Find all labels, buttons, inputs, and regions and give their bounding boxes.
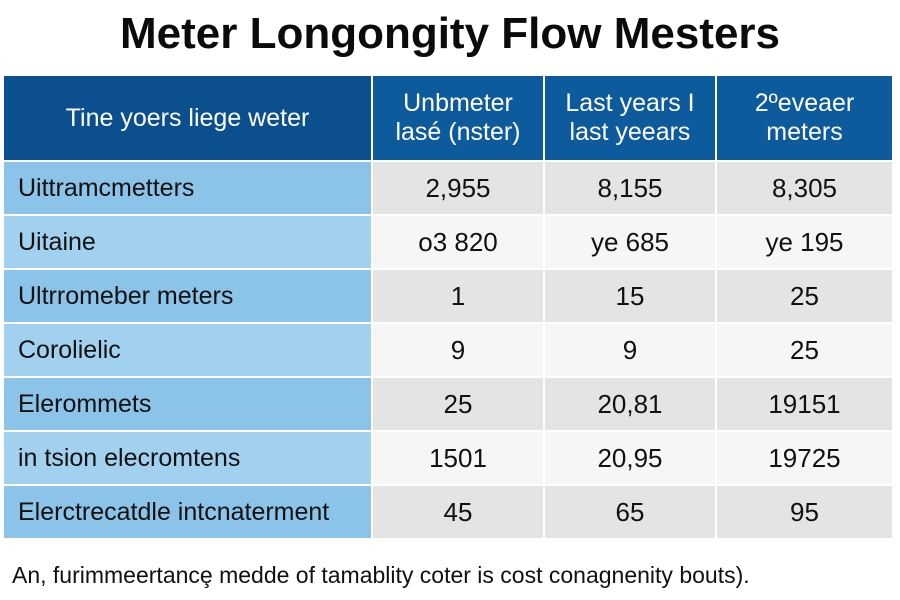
- table-cell: 9: [544, 323, 717, 378]
- table-row: Uittramcmetters 2,955 8,155 8,305: [4, 161, 892, 216]
- table-cell: ye 685: [544, 215, 717, 270]
- table-cell: 1501: [372, 431, 545, 486]
- table-row: Elerctrecatdle intcnaterment 45 65 95: [4, 485, 892, 540]
- table-row: Uitaine o3 820 ye 685 ye 195: [4, 215, 892, 270]
- table-cell: 8,305: [716, 161, 892, 216]
- column-header-3: 2ºeveaer meters: [716, 76, 892, 161]
- table-cell: 9: [372, 323, 545, 378]
- data-table: Tine yoers liege weter Unbmeter lasé (ns…: [4, 76, 892, 540]
- table-cell: 19725: [716, 431, 892, 486]
- table-cell: 25: [716, 323, 892, 378]
- header-row: Tine yoers liege weter Unbmeter lasé (ns…: [4, 76, 892, 161]
- table-row: Elerommets 25 20,81 19151: [4, 377, 892, 432]
- row-label: Corolielic: [4, 323, 373, 378]
- table-cell: 19151: [716, 377, 892, 432]
- column-header-2: Last years I last yeears: [544, 76, 717, 161]
- column-header-1: Unbmeter lasé (nster): [372, 76, 545, 161]
- table-cell: 25: [716, 269, 892, 324]
- table-cell: 15: [544, 269, 717, 324]
- table-cell: 20,81: [544, 377, 717, 432]
- table-cell: o3 820: [372, 215, 545, 270]
- table-row: Corolielic 9 9 25: [4, 323, 892, 378]
- row-label: in tsion elecromtens: [4, 431, 373, 486]
- table-cell: 25: [372, 377, 545, 432]
- row-label: Uitaine: [4, 215, 373, 270]
- table-cell: 45: [372, 485, 545, 540]
- table-cell: 65: [544, 485, 717, 540]
- row-label: Ultrromeber meters: [4, 269, 373, 324]
- table-row: in tsion elecromtens 1501 20,95 19725: [4, 431, 892, 486]
- table-cell: 2,955: [372, 161, 545, 216]
- row-label: Elerommets: [4, 377, 373, 432]
- row-label: Elerctrecatdle intcnaterment: [4, 485, 373, 540]
- table-cell: 1: [372, 269, 545, 324]
- table-cell: 20,95: [544, 431, 717, 486]
- table-cell: 8,155: [544, 161, 717, 216]
- column-header-0: Tine yoers liege weter: [4, 76, 373, 161]
- table-cell: ye 195: [716, 215, 892, 270]
- row-label: Uittramcmetters: [4, 161, 373, 216]
- chart-title: Meter Longongity Flow Mesters: [119, 9, 781, 58]
- chart-caption: An, furimmeertancȩ medde of tamablity co…: [12, 562, 750, 588]
- table-row: Ultrromeber meters 1 15 25: [4, 269, 892, 324]
- table-cell: 95: [716, 485, 892, 540]
